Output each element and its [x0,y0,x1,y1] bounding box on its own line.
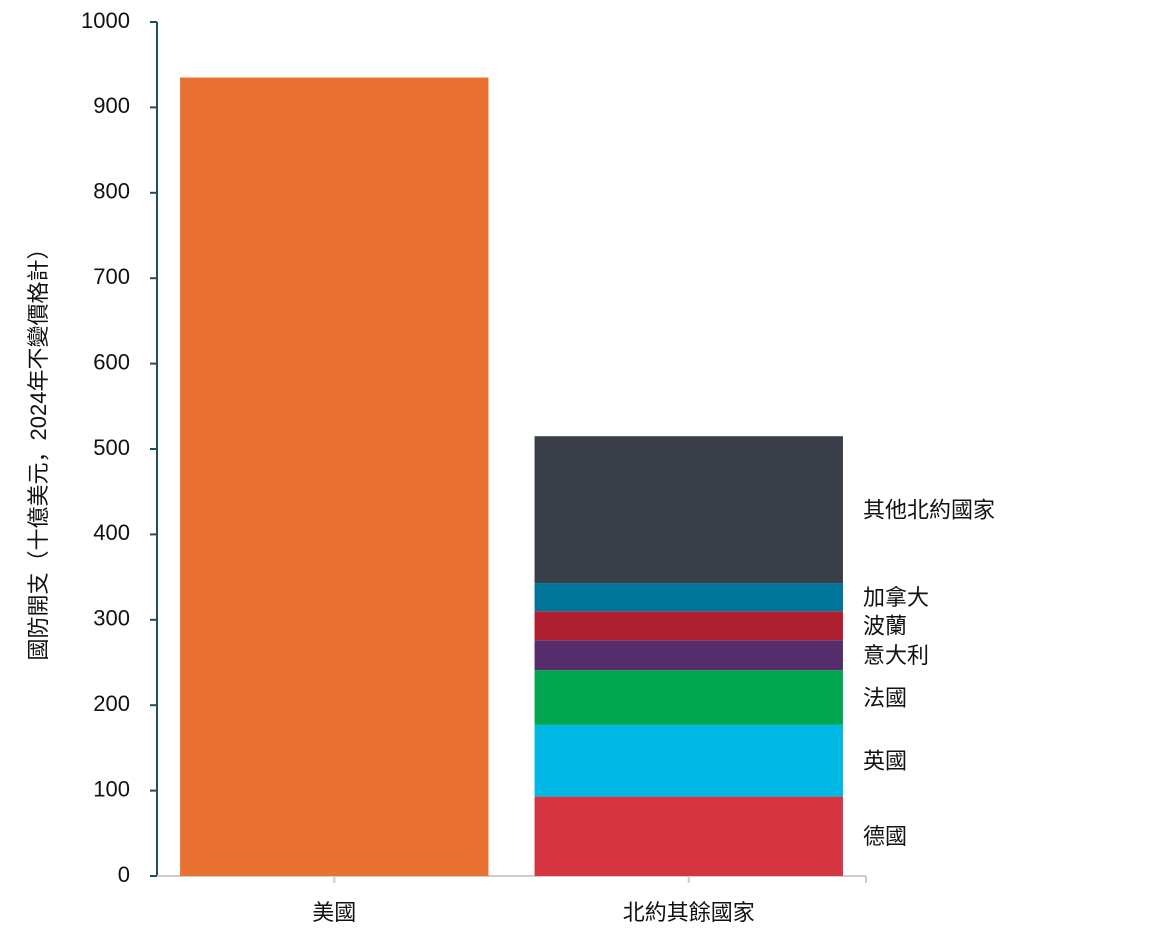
bar-segment [534,583,843,612]
bar-segment [534,724,843,797]
bar-segment [534,796,843,876]
bar-segment [180,77,489,876]
bar-segment [534,640,843,671]
x-tick-label: 北約其餘國家 [623,900,755,925]
bar-segment [534,670,843,725]
y-tick-label: 400 [93,520,130,545]
y-tick-label: 0 [118,862,130,887]
y-tick-label: 200 [93,691,130,716]
y-tick-label: 1000 [81,8,130,33]
segment-label: 其他北約國家 [863,497,995,522]
bar-segment [534,436,843,584]
y-tick-label: 900 [93,93,130,118]
segment-label: 加拿大 [863,585,929,610]
bar-segment [534,611,843,641]
y-axis-label: 國防開支（十億美元，2024年不變價格計） [26,238,51,661]
y-tick-label: 300 [93,606,130,631]
segment-label: 法國 [863,685,907,710]
y-tick-label: 100 [93,776,130,801]
y-tick-label: 800 [93,179,130,204]
x-tick-label: 美國 [312,900,356,925]
segment-label: 意大利 [863,643,929,668]
segment-label: 波蘭 [863,614,907,639]
y-tick-label: 600 [93,349,130,374]
y-tick-label: 500 [93,435,130,460]
segment-label: 英國 [863,749,907,774]
y-tick-label: 700 [93,264,130,289]
segment-label: 德國 [863,824,907,849]
